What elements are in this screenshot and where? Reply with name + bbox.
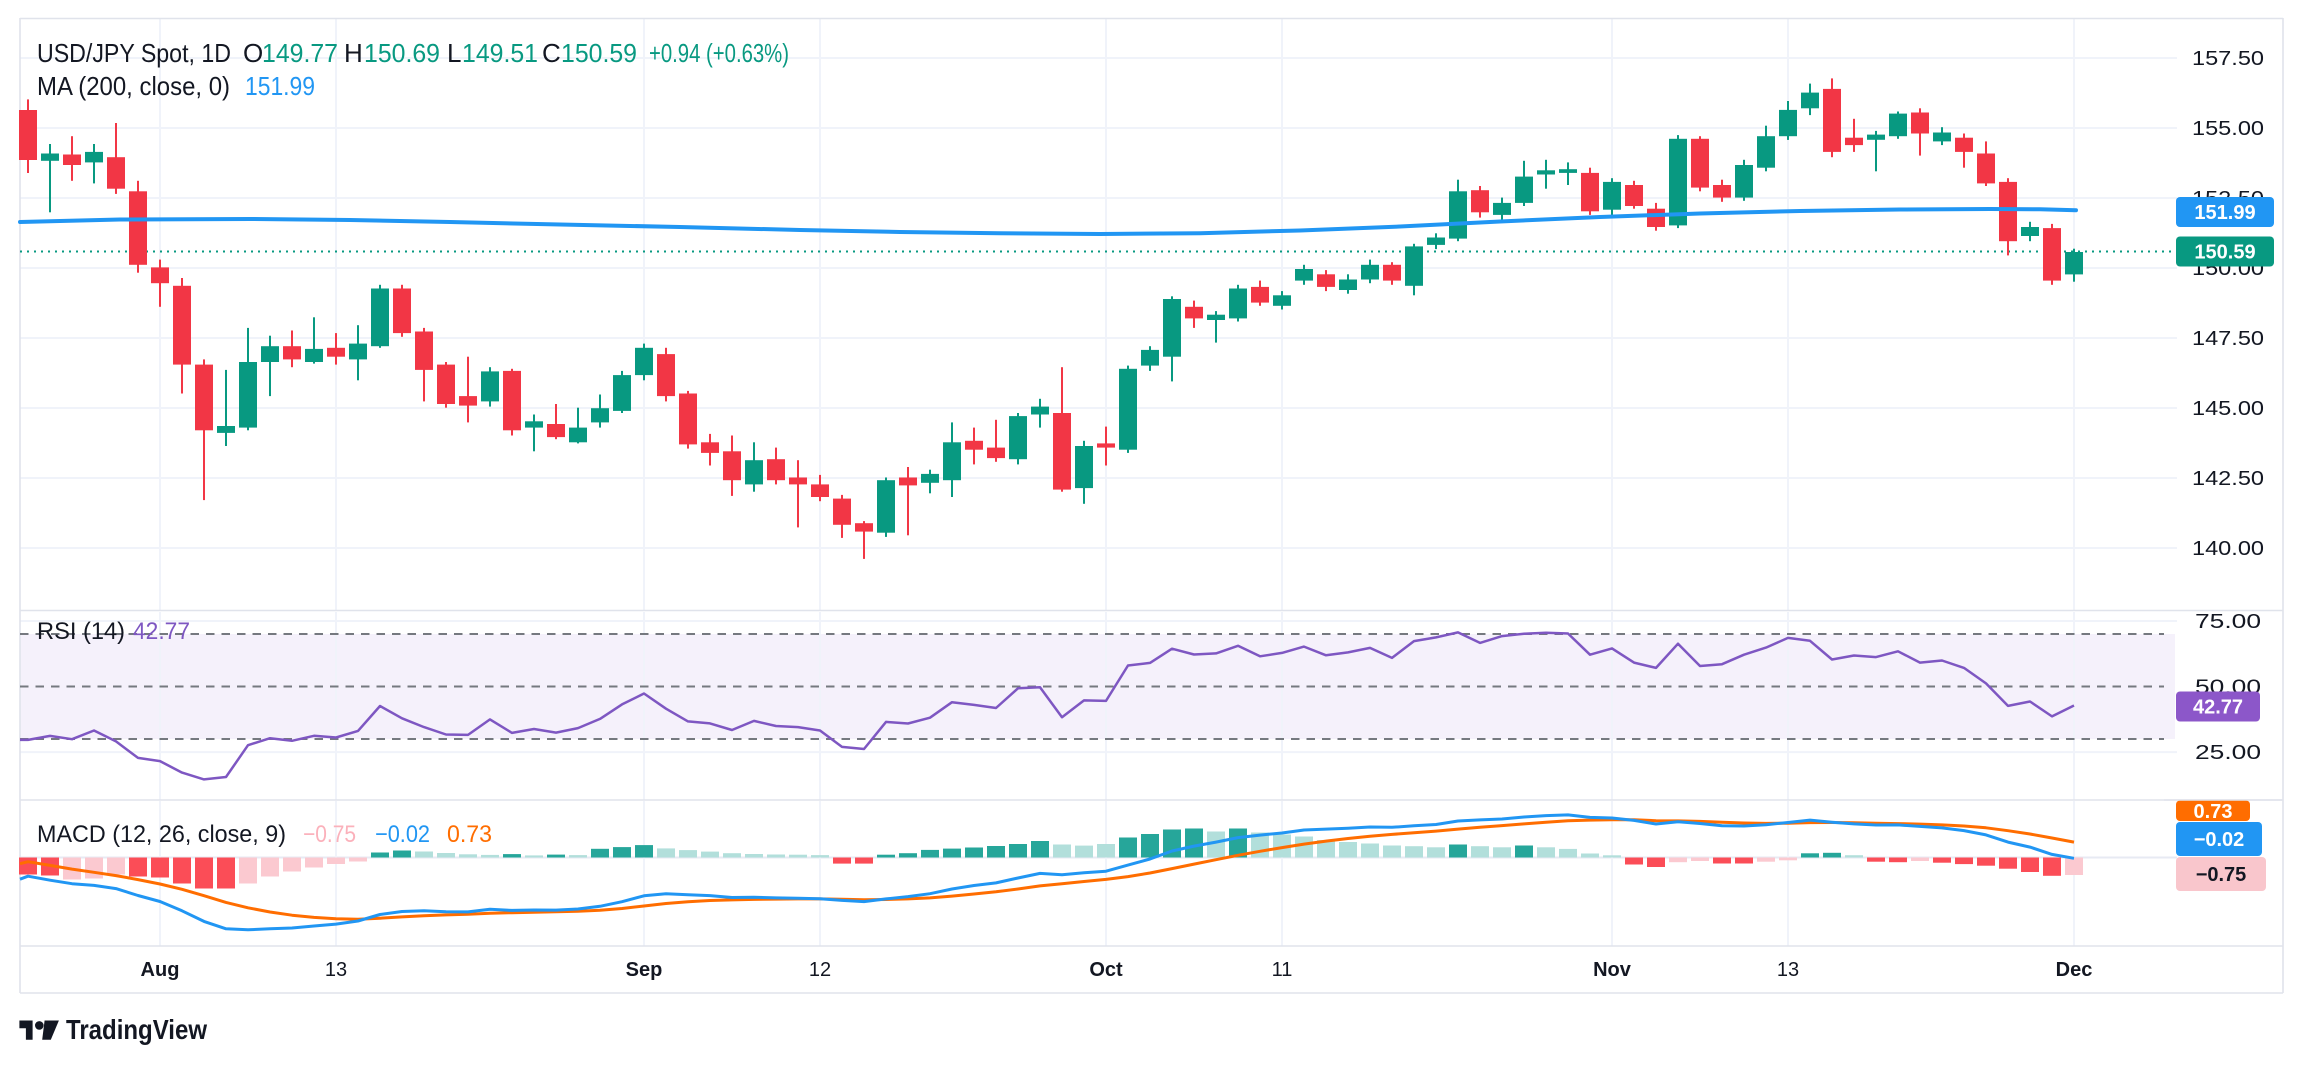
svg-text:−0.02: −0.02 [2194, 829, 2245, 851]
svg-text:151.99: 151.99 [245, 71, 315, 101]
svg-text:150.59: 150.59 [2194, 242, 2255, 264]
svg-text:USD/JPY Spot, 1D: USD/JPY Spot, 1D [37, 38, 231, 68]
svg-text:MACD (12, 26, close, 9): MACD (12, 26, close, 9) [37, 821, 286, 848]
svg-text:+0.94 (+0.63%): +0.94 (+0.63%) [649, 38, 789, 68]
svg-text:Sep: Sep [626, 959, 663, 981]
svg-text:13: 13 [325, 959, 347, 981]
svg-text:150.69: 150.69 [364, 38, 440, 68]
svg-text:L: L [447, 38, 461, 68]
svg-text:142.50: 142.50 [2192, 468, 2264, 490]
svg-text:140.00: 140.00 [2192, 538, 2264, 560]
svg-text:25.00: 25.00 [2195, 742, 2261, 764]
svg-text:42.77: 42.77 [133, 618, 190, 645]
svg-text:150.59: 150.59 [561, 38, 637, 68]
svg-text:−0.75: −0.75 [2196, 864, 2247, 886]
svg-text:H: H [344, 38, 363, 68]
svg-text:0.73: 0.73 [2194, 801, 2233, 823]
svg-text:Aug: Aug [141, 959, 180, 981]
svg-text:MA (200, close, 0): MA (200, close, 0) [37, 71, 230, 101]
svg-text:42.77: 42.77 [2193, 697, 2243, 719]
svg-text:RSI (14): RSI (14) [37, 618, 125, 645]
svg-text:145.00: 145.00 [2192, 398, 2264, 420]
svg-text:11: 11 [1272, 959, 1293, 981]
svg-text:157.50: 157.50 [2192, 48, 2264, 70]
svg-text:155.00: 155.00 [2192, 118, 2264, 140]
svg-text:12: 12 [809, 959, 831, 981]
svg-text:C: C [542, 38, 561, 68]
svg-text:TradingView: TradingView [66, 1014, 207, 1045]
svg-text:149.77: 149.77 [262, 38, 338, 68]
svg-text:−0.75: −0.75 [303, 821, 356, 848]
svg-text:−0.02: −0.02 [375, 821, 430, 848]
svg-text:O: O [243, 38, 263, 68]
svg-text:Oct: Oct [1089, 959, 1123, 981]
svg-text:147.50: 147.50 [2192, 328, 2264, 350]
svg-text:0.73: 0.73 [447, 821, 492, 848]
svg-text:149.51: 149.51 [462, 38, 538, 68]
svg-text:13: 13 [1777, 959, 1799, 981]
svg-text:75.00: 75.00 [2195, 611, 2261, 633]
svg-text:Nov: Nov [1593, 959, 1632, 981]
svg-text:151.99: 151.99 [2194, 202, 2255, 224]
svg-text:Dec: Dec [2056, 959, 2093, 981]
